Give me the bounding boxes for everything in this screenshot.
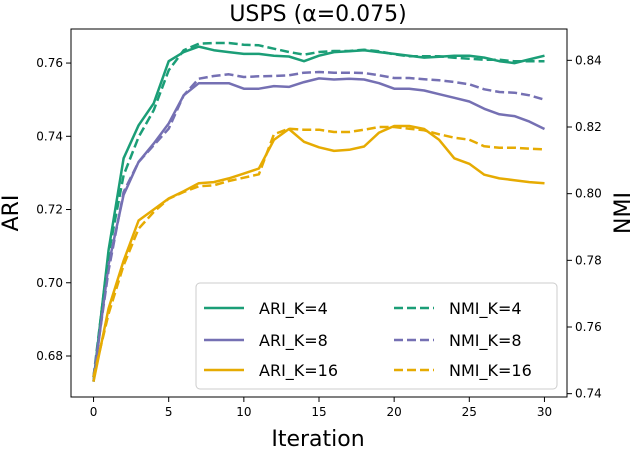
right-y-axis: 0.74 0.76 0.78 0.80 0.82 0.84: [567, 53, 602, 401]
right-y-tick-label: 0.84: [575, 53, 602, 67]
right-y-tick-label: 0.74: [575, 387, 602, 401]
x-tick-label: 30: [537, 405, 552, 419]
x-axis-label: Iteration: [271, 427, 364, 451]
left-y-tick-label: 0.74: [36, 129, 63, 143]
left-y-axis: 0.68 0.70 0.72 0.74 0.76: [36, 56, 71, 363]
x-tick-label: 5: [165, 405, 173, 419]
x-tick-label: 20: [387, 405, 402, 419]
series-layer: [92, 41, 546, 382]
left-y-axis-label: ARI: [0, 195, 24, 232]
legend-box: [195, 282, 558, 390]
left-y-tick-label: 0.72: [36, 203, 63, 217]
series-line-nmi-k-4: [92, 41, 545, 378]
chart-title: USPS (α=0.075): [229, 2, 406, 27]
x-tick-label: 10: [236, 405, 251, 419]
legend: ARI_K=4 ARI_K=8 ARI_K=16 NMI_K=4 NMI_K=8 NMI_…: [195, 282, 558, 390]
x-tick-label: 15: [311, 405, 326, 419]
legend-label-ari-k-16: ARI_K=16: [259, 361, 338, 381]
x-tick-label: 0: [90, 405, 98, 419]
series-line-ari-k-4: [92, 45, 545, 382]
series-line-ari-k-8: [92, 77, 546, 382]
left-y-tick-label: 0.70: [36, 276, 63, 290]
x-axis: 0 5 10 15 20 25 30: [90, 397, 552, 419]
right-y-tick-label: 0.76: [575, 320, 602, 334]
legend-label-nmi-k-4: NMI_K=4: [449, 299, 522, 319]
right-y-tick-label: 0.78: [575, 253, 602, 267]
series-line-nmi-k-16: [92, 125, 545, 378]
x-tick-label: 25: [462, 405, 477, 419]
legend-label-nmi-k-16: NMI_K=16: [449, 361, 532, 381]
legend-label-ari-k-8: ARI_K=8: [259, 331, 328, 351]
legend-label-nmi-k-8: NMI_K=8: [449, 331, 522, 351]
left-y-tick-label: 0.76: [36, 56, 63, 70]
right-y-tick-label: 0.82: [575, 120, 602, 134]
right-y-tick-label: 0.80: [575, 187, 602, 201]
series-line-nmi-k-8: [92, 70, 545, 378]
right-y-axis-label: NMI: [611, 192, 636, 234]
left-y-tick-label: 0.68: [36, 349, 63, 363]
legend-label-ari-k-4: ARI_K=4: [259, 299, 328, 319]
